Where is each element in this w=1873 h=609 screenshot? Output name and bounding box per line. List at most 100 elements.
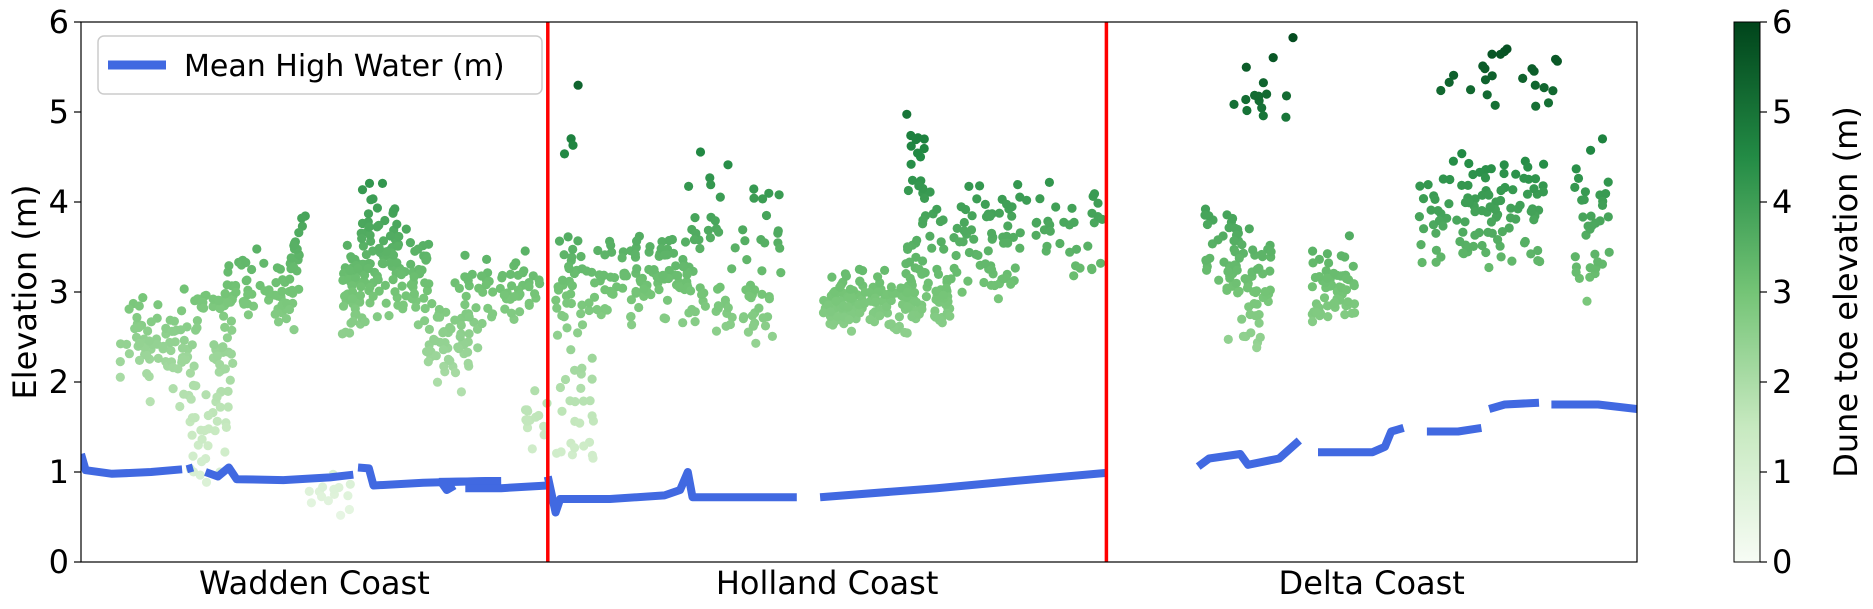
dune-toe-point [823,300,834,310]
dune-toe-point [894,312,905,322]
dune-toe-point [587,411,597,421]
dune-toe-point [903,302,913,312]
dune-toe-point [394,231,404,242]
dune-toe-point [1477,206,1487,216]
dune-toe-point [223,298,233,308]
dune-toe-point [146,317,156,327]
dune-toe-point [500,304,510,314]
dune-toe-point [124,349,134,359]
dune-toe-point [690,317,700,327]
dune-toe-point [135,338,145,348]
dune-toe-point [220,289,230,299]
dune-toe-point [1535,256,1545,267]
dune-toe-point [273,317,284,327]
dune-toe-point [979,277,989,288]
dune-toe-point [593,245,603,256]
dune-toe-point [903,185,914,196]
dune-toe-point [576,309,586,319]
dune-toe-point [1308,258,1318,268]
dune-toe-point [972,194,982,204]
dune-toe-point [600,250,610,260]
dune-toe-point [1520,236,1530,247]
dune-toe-point [567,450,578,460]
dune-toe-point [497,270,508,281]
dune-toe-point [411,302,421,312]
dune-toe-point [855,308,865,318]
dune-toe-point [758,313,768,323]
dune-toe-point [372,312,382,322]
dune-toe-point [697,290,707,300]
dune-toe-point [1015,243,1025,253]
dune-toe-point [1543,98,1554,108]
dune-toe-point [1055,238,1065,249]
dune-toe-point [515,307,525,317]
dune-toe-point [145,397,155,407]
dune-toe-point [626,311,636,322]
dune-toe-point [228,358,238,368]
dune-toe-point [477,318,487,329]
dune-toe-point [505,269,516,279]
dune-toe-point [730,243,740,253]
dune-toe-point [1231,278,1241,288]
dune-toe-point [831,296,841,306]
dune-toe-point [186,394,196,404]
dune-toe-point [576,383,586,393]
dune-toe-point [664,235,674,246]
dune-toe-point [896,283,906,293]
dune-toe-point [317,492,327,502]
dune-toe-point [1241,62,1251,72]
dune-toe-point [1480,75,1491,85]
dune-toe-point [393,241,403,251]
dune-toe-point [906,159,916,169]
dune-toe-point [378,236,389,246]
dune-toe-point [1511,169,1521,179]
colorbar-tick-label: 6 [1772,3,1792,41]
dune-toe-point [1201,255,1211,265]
dune-toe-point [690,213,700,223]
dune-toe-point [357,234,367,244]
dune-toe-point [390,204,400,214]
dune-toe-point [1329,268,1339,278]
dune-toe-point [179,284,189,294]
dune-toe-point [983,246,993,256]
dune-toe-point [1477,240,1487,251]
dune-toe-point [664,265,674,276]
dune-toe-point [226,349,236,359]
region-label: Holland Coast [716,564,939,602]
dune-toe-point [377,178,388,188]
dune-toe-point [1448,156,1458,166]
dune-toe-point [1237,240,1247,250]
dune-toe-point [1344,231,1354,241]
region-label: Delta Coast [1279,564,1465,602]
dune-toe-point [1307,317,1318,327]
dune-toe-point [144,336,154,346]
dune-toe-point [1266,247,1276,257]
dune-toe-point [520,246,530,256]
dune-toe-point [695,243,705,254]
dune-toe-point [1480,64,1490,74]
dune-toe-point [1202,265,1212,275]
dune-toe-point [342,240,352,250]
dune-toe-point [1519,173,1529,183]
dune-toe-point [1022,195,1032,205]
dune-toe-point [630,249,640,259]
dune-toe-point [1468,169,1478,180]
dune-toe-point [363,263,373,274]
dune-toe-point [1308,246,1318,256]
dune-toe-point [289,262,299,272]
dune-toe-point [1444,77,1454,87]
dune-toe-point [358,241,368,251]
dune-toe-point [632,264,642,274]
dune-toe-point [587,374,597,384]
dune-toe-point [1457,180,1467,190]
dune-toe-point [365,230,375,240]
dune-toe-point [364,178,375,188]
dune-toe-point [1457,149,1467,159]
dune-toe-point [1466,85,1476,95]
dune-toe-point [917,269,927,279]
dune-toe-point [168,384,178,394]
dune-toe-point [599,270,609,280]
dune-toe-point [227,325,237,335]
dune-toe-point [906,141,916,151]
dune-toe-point [1486,217,1496,227]
